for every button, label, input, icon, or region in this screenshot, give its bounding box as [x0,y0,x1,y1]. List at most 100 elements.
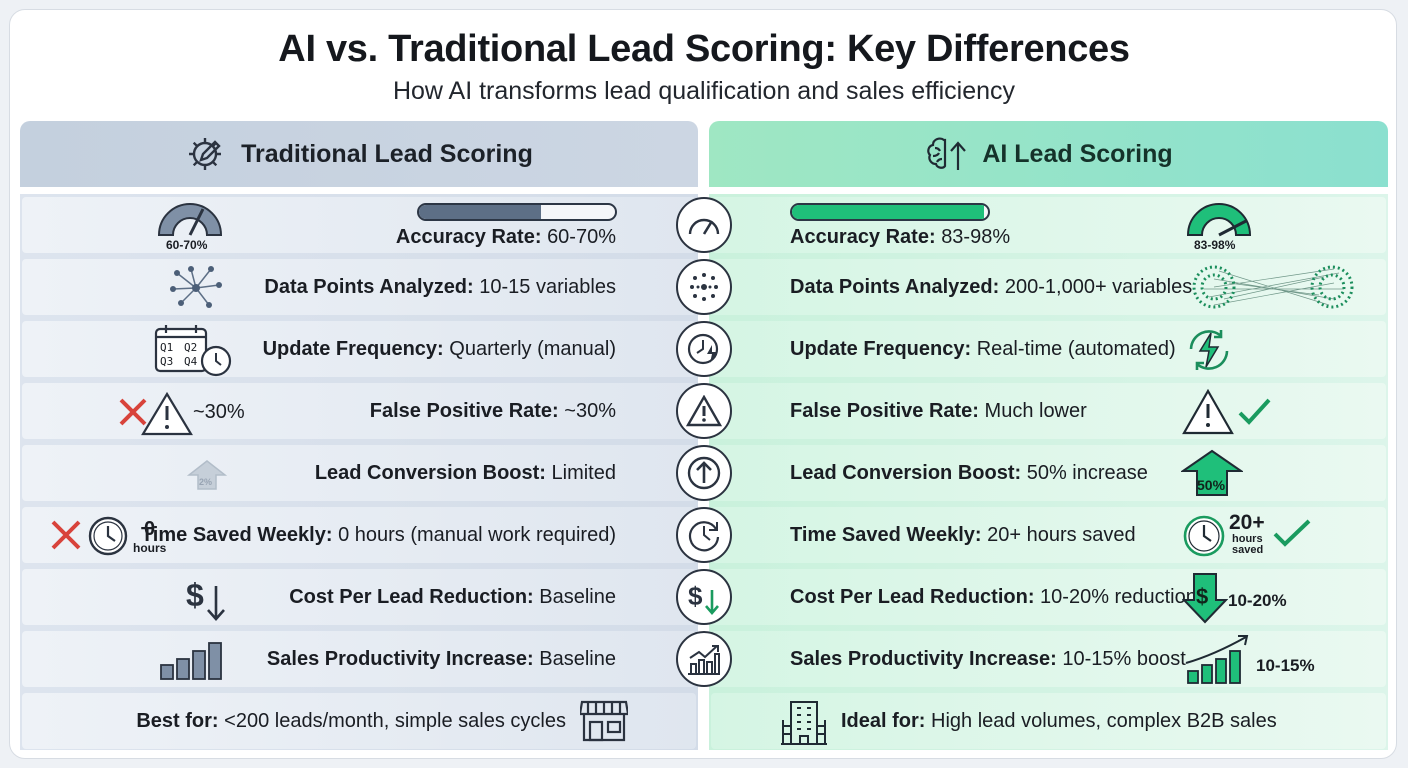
traditional-time-badge-unit: hours [133,541,167,555]
row-label: Update Frequency: [262,337,444,360]
ai-productivity-badge: 10-15% [1256,656,1315,675]
dollar-down-icon: $ [186,577,225,621]
ai-time-badge-num: 20+ [1229,511,1265,534]
traditional-row-cost: Cost Per Lead Reduction: Baseline [22,569,696,625]
dense-network-icon [1192,265,1354,309]
row-label: Data Points Analyzed: [264,275,474,298]
row-value: 10-20% reduction [1040,585,1197,608]
row-label: Lead Conversion Boost: [790,461,1022,484]
best-value: <200 leads/month, simple sales cycles [224,709,566,732]
ai-accuracy-text: Accuracy Rate: 83-98% [790,202,1010,249]
row-label: Data Points Analyzed: [790,275,1000,298]
row-label: Time Saved Weekly: [140,523,333,546]
row-value: Real-time (automated) [976,337,1176,360]
ai-accuracy-badge: 83-98% [1194,238,1236,252]
traditional-conversion-text: Lead Conversion Boost: Limited [315,462,616,485]
row-value: 10-15% boost [1062,647,1186,670]
svg-text:$: $ [186,577,204,613]
row-label: Cost Per Lead Reduction: [289,585,534,608]
best-value: High lead volumes, complex B2B sales [931,709,1277,732]
ai-conversion-badge: 50% [1197,477,1226,493]
x-warning-icon [119,392,193,436]
bar-chart-icon [160,642,222,680]
row-label: Cost Per Lead Reduction: [790,585,1035,608]
calendar-q4: Q4 [184,355,198,368]
row-value: Quarterly (manual) [449,337,616,360]
mid-growth-chart-icon [676,631,732,687]
page-title: AI vs. Traditional Lead Scoring: Key Dif… [278,28,1130,70]
traditional-accuracy-fill [419,205,541,219]
gauge-icon [157,203,223,236]
traditional-row-productivity: Sales Productivity Increase: Baseline [22,631,696,687]
row-label: False Positive Rate: [369,399,559,422]
traditional-header: Traditional Lead Scoring [20,121,698,187]
gauge-icon [1186,203,1252,237]
row-label: Sales Productivity Increase: [790,647,1057,670]
best-label: Best for: [136,709,219,732]
traditional-time-text: Time Saved Weekly: 0 hours (manual work … [141,524,616,547]
row-label: Accuracy Rate: [395,225,542,248]
row-value: 50% increase [1026,461,1148,484]
ai-fp-text: False Positive Rate: Much lower [790,400,1087,423]
ai-accuracy-fill [792,205,985,219]
traditional-fp-badge: ~30% [193,401,245,423]
traditional-update-text: Update Frequency: Quarterly (manual) [263,338,616,361]
clock-icon [1183,515,1225,557]
ai-best-text: Ideal for: High lead volumes, complex B2… [841,710,1277,733]
ai-accuracy-bar [790,203,990,221]
mid-dollar-down-icon: $ [676,569,732,625]
arrow-up-icon: 50% [1181,449,1243,496]
ai-row-update: Update Frequency: Real-time (automated) [711,321,1386,377]
row-value: ~30% [564,399,616,422]
ai-row-data-points: Data Points Analyzed: 200-1,000+ variabl… [711,259,1386,315]
ai-row-productivity: Sales Productivity Increase: 10-15% boos… [711,631,1386,687]
row-value: 10-15 variables [479,275,616,298]
traditional-accuracy-text: Accuracy Rate: 60-70% [396,202,616,249]
row-value: Limited [551,461,616,484]
ai-data-text: Data Points Analyzed: 200-1,000+ variabl… [790,276,1192,299]
row-value: 20+ hours saved [987,523,1136,546]
row-label: Accuracy Rate: [790,225,936,248]
ai-time-badge-unit1: hours [1232,533,1263,545]
calendar-clock-icon: Q1 Q2 Q3 Q4 [154,325,232,377]
mid-clock-icon [676,507,732,563]
calendar-q2: Q2 [184,341,197,354]
page-subtitle: How AI transforms lead qualification and… [392,77,1016,105]
calendar-q3: Q3 [160,355,173,368]
gear-pencil-icon [189,138,222,170]
calendar-q1: Q1 [160,341,173,354]
row-label: False Positive Rate: [790,399,979,422]
ai-row-conversion: Lead Conversion Boost: 50% increase [711,445,1386,501]
ai-header: AI Lead Scoring [709,121,1388,187]
ai-conversion-text: Lead Conversion Boost: 50% increase [790,462,1148,485]
row-value: Baseline [539,647,616,670]
row-label: Update Frequency: [790,337,972,360]
traditional-productivity-text: Sales Productivity Increase: Baseline [267,648,616,671]
mid-arrow-up-icon [676,445,732,501]
row-label: Lead Conversion Boost: [314,461,546,484]
row-value: 200-1,000+ variables [1004,275,1193,298]
ai-ideal-for: Ideal for: High lead volumes, complex B2… [711,693,1386,749]
traditional-time-badge-num: 0 [144,518,156,540]
ai-heading: AI Lead Scoring [982,139,1173,168]
warning-check-icon [1182,389,1271,435]
svg-text:$: $ [1196,584,1208,609]
office-building-icon [781,701,827,745]
row-label: Time Saved Weekly: [790,523,982,546]
traditional-data-text: Data Points Analyzed: 10-15 variables [264,276,616,299]
mid-warning-icon [676,383,732,439]
traditional-best-text: Best for: <200 leads/month, simple sales… [136,710,566,733]
growth-chart-icon [1185,635,1249,684]
mid-gauge-icon [676,197,732,253]
traditional-conversion-badge: 2% [199,477,212,487]
ai-cost-text: Cost Per Lead Reduction: 10-20% reductio… [790,586,1197,609]
traditional-row-time: Time Saved Weekly: 0 hours (manual work … [22,507,696,563]
traditional-row-conversion: Lead Conversion Boost: Limited [22,445,696,501]
arrow-up-icon: 2% [187,460,227,490]
row-value: 0 hours (manual work required) [338,523,616,546]
ai-productivity-text: Sales Productivity Increase: 10-15% boos… [790,648,1186,671]
traditional-accuracy-badge: 60-70% [166,238,208,252]
ai-time-badge-unit2: saved [1232,544,1264,556]
traditional-fp-text: False Positive Rate: ~30% [370,400,616,423]
storefront-icon [580,700,628,742]
